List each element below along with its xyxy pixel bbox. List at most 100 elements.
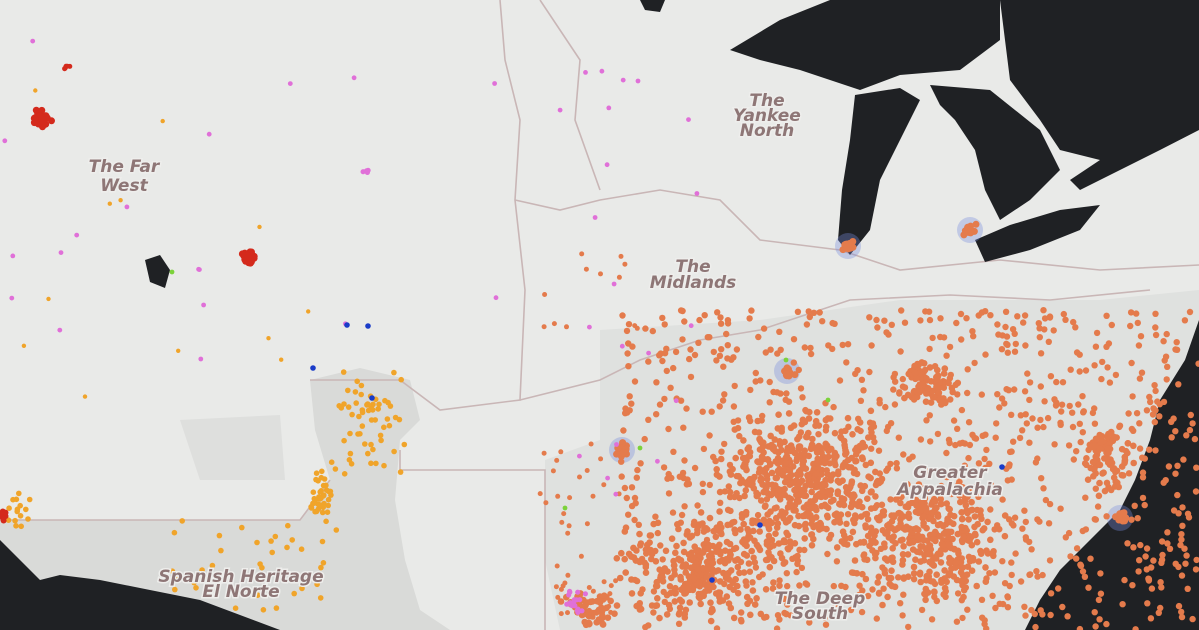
location-dot (732, 454, 739, 462)
location-dot (1008, 411, 1015, 418)
location-dot (716, 548, 724, 555)
location-dot (718, 530, 725, 538)
location-dot (983, 547, 990, 554)
location-dot (671, 598, 679, 605)
location-dot (353, 400, 360, 406)
location-dot (762, 586, 770, 593)
location-dot (816, 309, 823, 316)
location-dot (1175, 381, 1182, 388)
location-dot (880, 508, 888, 515)
location-dot (968, 567, 976, 574)
location-dot (813, 409, 821, 416)
location-dot (760, 325, 768, 332)
location-dot (284, 544, 290, 551)
location-dot (1008, 476, 1015, 483)
location-dot (384, 416, 391, 422)
location-dot (919, 543, 927, 550)
location-dot (1181, 317, 1189, 324)
location-dot (941, 584, 949, 592)
location-dot (972, 220, 980, 228)
location-dot (975, 312, 982, 319)
location-dot (1150, 557, 1157, 564)
location-dot (998, 346, 1006, 353)
location-dot (493, 295, 499, 301)
location-dot (785, 410, 793, 417)
location-dot (1156, 401, 1163, 408)
location-dot (765, 443, 772, 450)
location-dot (833, 510, 840, 517)
labels: The Far West The Yankee North The Midlands G… (87, 90, 1004, 626)
location-dot (812, 470, 820, 478)
location-dot (772, 474, 780, 482)
location-dot (1095, 492, 1103, 500)
location-dot (666, 583, 674, 590)
location-dot (21, 343, 27, 348)
location-dot (829, 319, 836, 327)
location-dot (749, 579, 756, 586)
lake (640, 0, 665, 12)
location-dot (830, 582, 837, 590)
location-dot (981, 455, 988, 463)
location-dot (1137, 333, 1145, 340)
location-dot (853, 570, 861, 577)
location-dot (945, 379, 952, 387)
location-dot (776, 582, 783, 589)
location-dot (964, 563, 972, 570)
location-dot (667, 384, 674, 391)
location-dot (1166, 545, 1174, 552)
location-dot (1037, 416, 1044, 424)
location-dot (659, 357, 666, 365)
location-dot (875, 447, 883, 454)
location-dot (1010, 438, 1017, 445)
location-dot (588, 441, 594, 447)
location-dot (1077, 561, 1084, 568)
location-dot (169, 269, 175, 275)
location-dot (842, 427, 849, 435)
location-dot (841, 241, 849, 249)
location-dot (736, 432, 743, 440)
location-dot (607, 597, 614, 605)
location-dot (877, 545, 885, 552)
location-dot (680, 539, 687, 547)
location-dot (930, 588, 938, 595)
location-dot (1064, 613, 1071, 620)
location-dot (807, 350, 815, 358)
location-dot (566, 523, 572, 529)
location-dot (971, 513, 979, 520)
location-dot (718, 448, 725, 455)
location-dot (740, 437, 747, 444)
location-dot (613, 578, 619, 584)
location-dot (965, 537, 972, 544)
location-dot (950, 520, 957, 528)
location-dot (892, 540, 899, 547)
location-dot (699, 480, 706, 487)
location-dot (751, 601, 759, 608)
location-dot (1155, 609, 1163, 616)
location-dot (355, 431, 361, 437)
location-dot (1033, 568, 1040, 575)
location-dot (631, 516, 638, 524)
location-dot (763, 496, 771, 503)
location-dot (654, 529, 661, 537)
location-dot (665, 470, 672, 478)
location-dot (554, 563, 560, 569)
location-dot (1149, 411, 1157, 418)
location-dot (737, 526, 744, 533)
location-dot (795, 610, 802, 617)
location-dot (1016, 434, 1024, 442)
location-dot (785, 372, 793, 380)
location-dot (1022, 612, 1029, 619)
location-dot (885, 574, 893, 582)
location-dot (746, 315, 753, 322)
location-dot (645, 358, 652, 365)
location-dot (1192, 566, 1199, 573)
location-dot (858, 487, 866, 495)
location-dot (631, 494, 639, 502)
location-dot (786, 472, 794, 480)
location-dot (1073, 545, 1081, 552)
location-dot (1008, 571, 1015, 579)
location-dot (811, 496, 819, 504)
location-dot (1152, 324, 1159, 331)
location-dot (1192, 488, 1199, 495)
location-dot (1042, 496, 1050, 504)
